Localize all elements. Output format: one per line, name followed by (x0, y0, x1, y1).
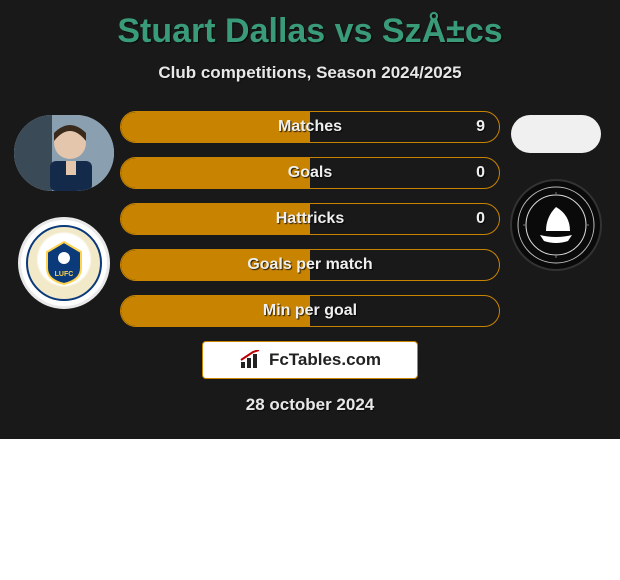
stat-label: Matches (121, 112, 499, 142)
stat-bar: Hattricks0 (120, 203, 500, 235)
club-badge-right (510, 179, 602, 271)
fctables-logo-chip[interactable]: FcTables.com (202, 341, 418, 379)
stat-bar: Goals0 (120, 157, 500, 189)
svg-text:LUFC: LUFC (55, 271, 74, 278)
leeds-crest-icon: LUFC (41, 240, 87, 286)
stat-value-right: 0 (476, 204, 485, 234)
player-silhouette-icon (14, 115, 114, 191)
comparison-card: Stuart Dallas vs SzÅ±cs Club competition… (0, 0, 620, 439)
page-title: Stuart Dallas vs SzÅ±cs (0, 0, 620, 53)
body-row: LUFC Matches9Goals0Hattricks0Goals per m… (0, 103, 620, 327)
stat-bar: Matches9 (120, 111, 500, 143)
stat-label: Goals (121, 158, 499, 188)
stat-bar: Min per goal (120, 295, 500, 327)
right-player-column (500, 103, 612, 271)
leeds-badge-icon: LUFC (26, 225, 102, 301)
page-subtitle: Club competitions, Season 2024/2025 (0, 53, 620, 103)
stat-value-right: 9 (476, 112, 485, 142)
stat-bar: Goals per match (120, 249, 500, 281)
stat-label: Goals per match (121, 250, 499, 280)
player-photo-right (511, 115, 601, 153)
plymouth-badge-icon (516, 185, 596, 265)
stat-label: Min per goal (121, 296, 499, 326)
fctables-chart-icon (239, 350, 263, 370)
stats-column: Matches9Goals0Hattricks0Goals per matchM… (120, 103, 500, 327)
left-player-column: LUFC (8, 103, 120, 309)
stat-value-right: 0 (476, 158, 485, 188)
date-label: 28 october 2024 (0, 379, 620, 419)
stat-label: Hattricks (121, 204, 499, 234)
player-photo-left (14, 115, 114, 191)
fctables-logo-text: FcTables.com (269, 350, 381, 370)
club-badge-left: LUFC (18, 217, 110, 309)
